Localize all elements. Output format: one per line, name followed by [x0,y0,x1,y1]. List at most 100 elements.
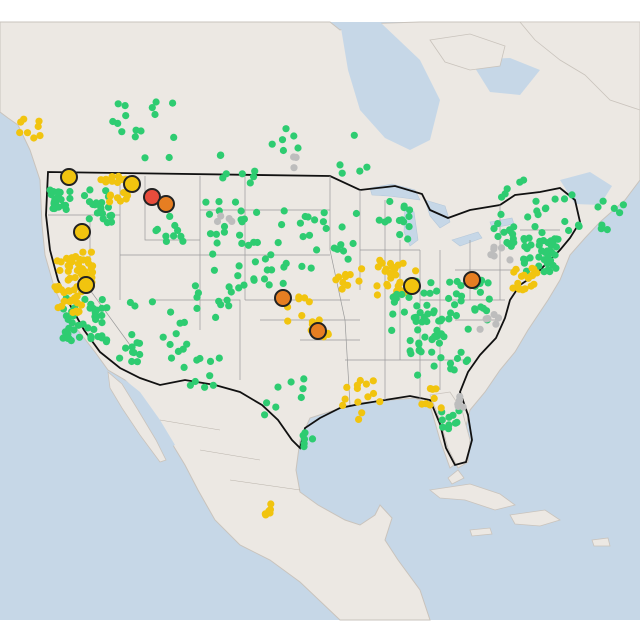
monitor-dot-good[interactable] [220,222,229,231]
monitor-dot-good[interactable] [464,356,472,364]
monitor-dot-good[interactable] [261,411,269,419]
monitor-dot-good[interactable] [166,340,174,349]
monitor-dot-moderate[interactable] [396,279,404,287]
monitor-dot-good[interactable] [299,233,307,241]
monitor-dot-good[interactable] [384,216,392,224]
monitor-dot-good[interactable] [225,302,233,310]
monitor-dot-good[interactable] [183,340,191,348]
monitor-dot-good[interactable] [263,399,271,407]
monitor-dot-good[interactable] [98,199,106,207]
monitor-dot-good[interactable] [282,259,290,267]
monitor-dot-good[interactable] [464,325,472,333]
monitor-dot-good[interactable] [186,381,194,389]
monitor-dot-moderate[interactable] [437,404,445,412]
monitor-dot-good[interactable] [90,325,98,333]
monitor-dot-good[interactable] [196,354,204,363]
monitor-dot-good[interactable] [215,198,223,206]
monitor-dot-good[interactable] [311,216,319,224]
monitor-dot-good[interactable] [538,247,546,255]
monitor-dot-good[interactable] [167,354,176,362]
monitor-dot-good[interactable] [405,223,413,231]
monitor-dot-good[interactable] [484,279,492,287]
monitor-dot-good[interactable] [98,311,106,320]
monitor-dot-moderate[interactable] [79,248,87,256]
highlight-marker-unhealthy[interactable] [143,188,161,206]
monitor-dot-good[interactable] [96,209,104,217]
monitor-dot-good[interactable] [439,423,447,431]
monitor-dot-good[interactable] [216,151,224,159]
monitor-dot-moderate[interactable] [305,298,313,306]
monitor-dot-no-data[interactable] [290,164,298,172]
monitor-dot-good[interactable] [46,186,54,194]
monitor-dot-good[interactable] [298,262,306,270]
monitor-dot-no-data[interactable] [290,153,298,161]
monitor-dot-good[interactable] [250,173,258,181]
monitor-dot-good[interactable] [61,201,70,209]
monitor-dot-good[interactable] [406,206,414,214]
monitor-dot-good[interactable] [68,319,76,327]
monitor-dot-moderate[interactable] [373,282,381,290]
monitor-dot-good[interactable] [352,209,360,218]
monitor-dot-moderate[interactable] [515,285,523,293]
monitor-dot-good[interactable] [135,339,144,347]
monitor-dot-good[interactable] [396,231,404,239]
monitor-dot-good[interactable] [471,305,479,313]
monitor-dot-moderate[interactable] [106,192,114,200]
monitor-dot-good[interactable] [174,226,182,234]
monitor-dot-good[interactable] [561,217,569,226]
monitor-dot-good[interactable] [268,140,276,148]
monitor-dot-no-data[interactable] [482,315,490,323]
monitor-dot-good[interactable] [206,230,215,238]
monitor-dot-moderate[interactable] [35,117,43,125]
monitor-dot-good[interactable] [238,218,246,226]
monitor-dot-good[interactable] [406,337,414,345]
monitor-dot-good[interactable] [599,197,607,205]
monitor-dot-good[interactable] [426,289,434,297]
monitor-dot-good[interactable] [305,231,314,239]
highlight-marker-unhealthy-sensitive[interactable] [274,289,292,307]
monitor-dot-good[interactable] [616,209,624,217]
monitor-dot-good[interactable] [85,215,93,223]
monitor-dot-good[interactable] [170,133,178,141]
monitor-dot-moderate[interactable] [510,268,518,276]
monitor-dot-good[interactable] [498,193,506,201]
monitor-dot-moderate[interactable] [381,267,389,275]
monitor-dot-good[interactable] [148,104,156,112]
monitor-dot-good[interactable] [141,154,149,162]
monitor-dot-good[interactable] [494,220,502,228]
monitor-dot-moderate[interactable] [376,256,384,264]
monitor-dot-no-data[interactable] [490,252,498,260]
monitor-dot-good[interactable] [300,375,308,383]
monitor-dot-good[interactable] [508,230,517,238]
monitor-dot-moderate[interactable] [353,381,361,389]
monitor-dot-good[interactable] [450,366,458,374]
monitor-dot-good[interactable] [423,301,431,309]
highlight-marker-moderate[interactable] [73,223,91,241]
monitor-dot-no-data[interactable] [497,244,506,252]
monitor-dot-good[interactable] [520,259,529,267]
monitor-dot-good[interactable] [151,110,159,119]
monitor-dot-good[interactable] [128,343,136,351]
monitor-dot-good[interactable] [560,195,569,203]
monitor-dot-good[interactable] [547,239,555,247]
monitor-dot-good[interactable] [453,277,461,286]
monitor-dot-good[interactable] [490,225,498,233]
monitor-dot-good[interactable] [136,350,144,359]
monitor-dot-good[interactable] [148,298,156,306]
monitor-dot-good[interactable] [349,239,357,248]
monitor-dot-moderate[interactable] [20,115,28,123]
monitor-dot-good[interactable] [75,333,84,341]
monitor-dot-good[interactable] [356,167,364,175]
monitor-dot-good[interactable] [54,188,62,196]
monitor-dot-good[interactable] [128,357,136,366]
monitor-dot-good[interactable] [238,239,246,247]
monitor-dot-good[interactable] [260,275,269,283]
monitor-dot-moderate[interactable] [57,286,65,294]
monitor-dot-good[interactable] [565,226,573,235]
monitor-dot-good[interactable] [98,296,106,304]
monitor-dot-good[interactable] [272,403,280,411]
monitor-dot-good[interactable] [206,372,214,380]
monitor-dot-good[interactable] [265,281,273,289]
monitor-dot-moderate[interactable] [354,398,362,406]
monitor-dot-good[interactable] [414,371,422,379]
